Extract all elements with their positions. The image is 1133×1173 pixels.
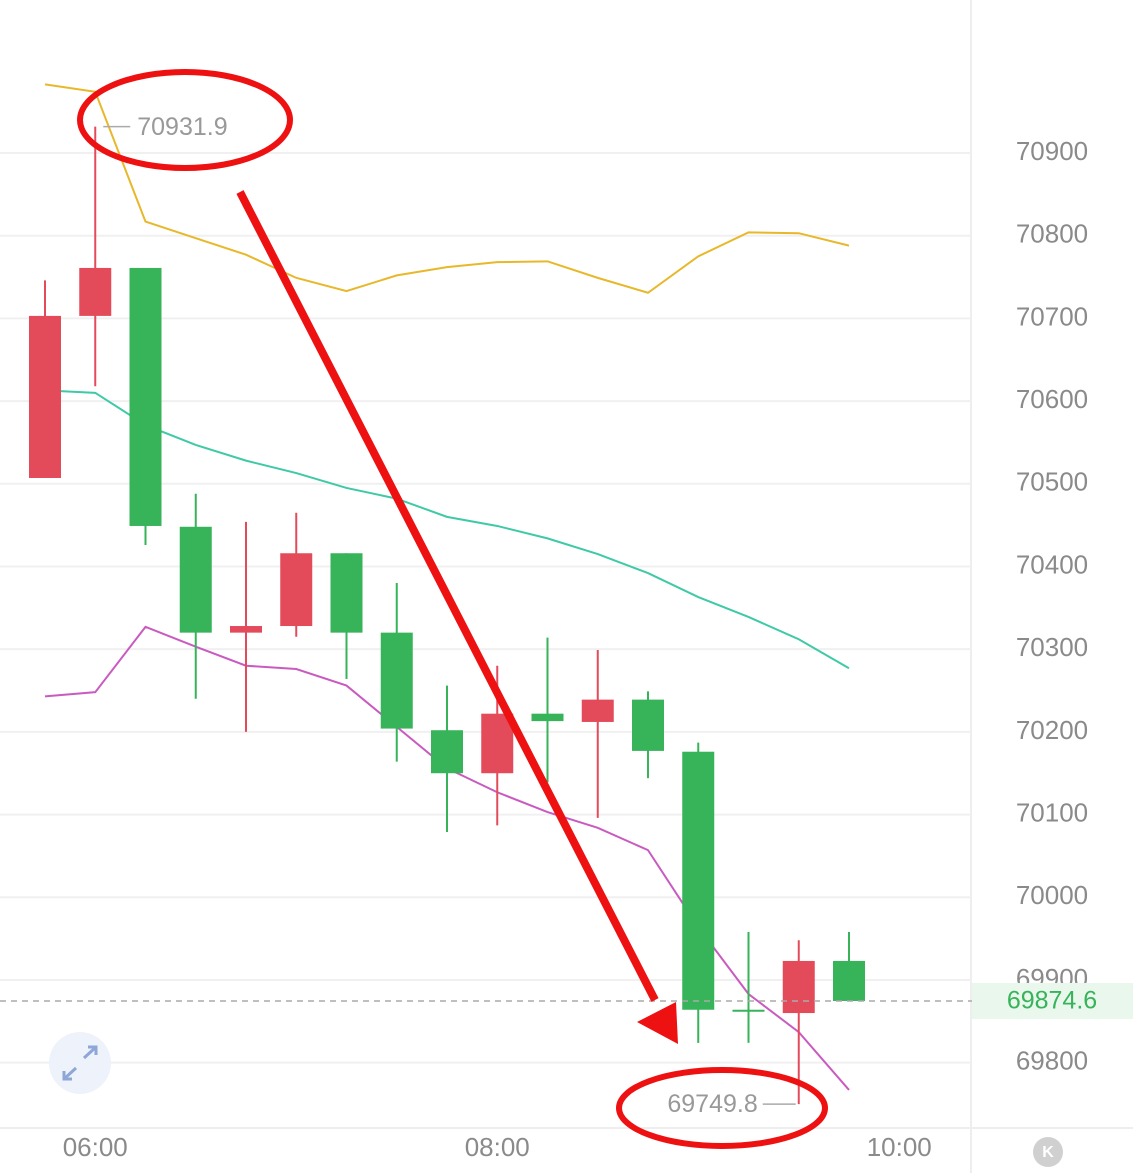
expand-bg (49, 1032, 111, 1094)
candle-body (179, 526, 212, 633)
highlight-ellipse (77, 69, 293, 171)
candle-body (732, 1009, 765, 1012)
arrow-head (637, 1002, 678, 1044)
y-tick-label: 70100 (1016, 797, 1088, 827)
y-tick-label: 70200 (1016, 715, 1088, 745)
current-price-label: 69874.6 (1007, 987, 1097, 1015)
candle-body (833, 960, 865, 1001)
y-tick-label: 70000 (1016, 880, 1088, 910)
expand-icon (62, 1045, 98, 1081)
y-tick-label: 70400 (1016, 549, 1088, 579)
candle-body (431, 730, 463, 774)
candle-body (632, 699, 664, 751)
y-tick-label: 70600 (1016, 384, 1088, 414)
k-button-label[interactable]: K (1042, 1144, 1054, 1161)
current-price-bg (972, 982, 1133, 1019)
candle-body (280, 553, 313, 627)
candle-body (380, 632, 413, 729)
x-tick-label: 08:00 (465, 1132, 530, 1162)
y-tick-label: 70500 (1016, 467, 1088, 497)
candle-body (230, 626, 262, 633)
y-tick-label: 70800 (1016, 219, 1088, 249)
x-tick-label: 06:00 (63, 1132, 128, 1162)
high-label: 70931.9 (137, 113, 227, 141)
expand-button[interactable] (49, 1032, 111, 1094)
candle-body (581, 699, 614, 722)
y-tick-label: 70700 (1016, 301, 1088, 331)
candle-body (29, 315, 61, 478)
highlight-ellipse (616, 1067, 828, 1149)
trend-arrow (236, 190, 659, 1002)
low-label: 69749.8 (667, 1090, 757, 1118)
x-tick-label: 10:00 (867, 1132, 932, 1162)
indicator-line (44, 389, 850, 670)
candle-body (129, 267, 162, 526)
candle-body (481, 713, 514, 774)
y-tick-label: 70300 (1016, 632, 1088, 662)
indicator-line (44, 83, 850, 294)
y-tick-label: 69800 (1016, 1046, 1088, 1076)
candle-body (531, 713, 564, 722)
y-tick-label: 70900 (1016, 136, 1088, 166)
k-button-bg (1033, 1137, 1063, 1167)
candle-body (79, 267, 112, 316)
candle-body (330, 553, 363, 633)
candle-body (782, 960, 815, 1014)
annotations (77, 69, 828, 1149)
k-button[interactable]: K (1033, 1137, 1063, 1167)
candle-body (682, 751, 715, 1010)
plot-layer: 6980069900700007010070200703007040070500… (0, 83, 1133, 1162)
